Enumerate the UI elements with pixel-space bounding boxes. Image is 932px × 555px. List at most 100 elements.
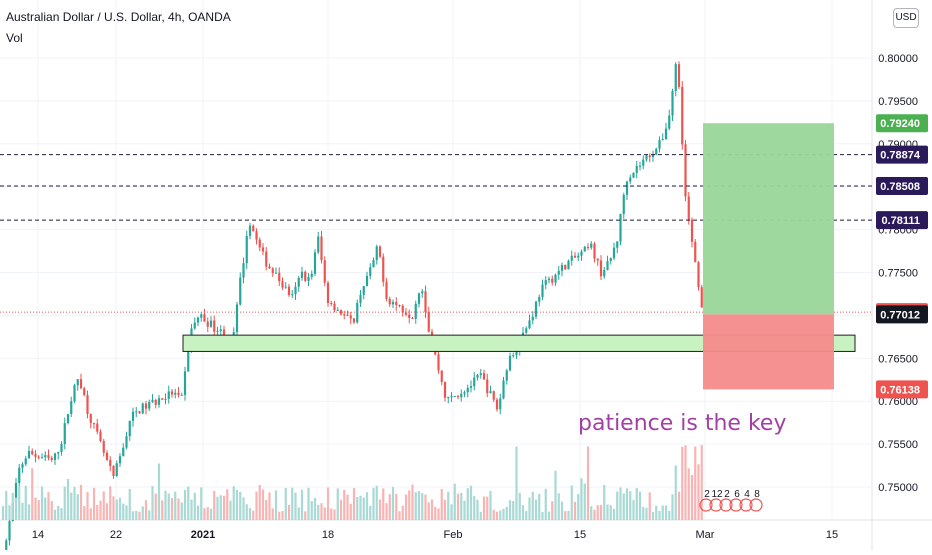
- volume-bar: [99, 500, 102, 520]
- volume-bar: [76, 494, 79, 520]
- candle-body: [456, 396, 460, 398]
- volume-bar: [590, 506, 593, 520]
- volume-bar: [557, 493, 560, 520]
- candle-body: [219, 329, 222, 332]
- event-marker-icon: [729, 498, 743, 512]
- candle-body: [648, 155, 651, 158]
- candle-body: [105, 452, 109, 460]
- candle-body: [307, 276, 310, 281]
- volume-bar: [502, 508, 505, 520]
- candle-body: [534, 301, 538, 317]
- volume-bar: [482, 496, 486, 520]
- candle-body: [18, 467, 21, 483]
- candle-body: [463, 392, 466, 394]
- candle-body: [668, 115, 671, 129]
- candle-body: [583, 246, 586, 252]
- event-marker-label: 2: [704, 489, 710, 500]
- volume-bar: [560, 501, 564, 520]
- volume-bar: [586, 446, 590, 520]
- candle-body: [278, 272, 281, 282]
- volume-bar: [112, 496, 115, 520]
- candle-body: [66, 414, 70, 424]
- volume-bar: [645, 508, 648, 520]
- volume-bar: [489, 490, 492, 520]
- volume-bar: [622, 493, 625, 520]
- entry-price-label-bg: [876, 305, 928, 324]
- candle-body: [687, 196, 690, 220]
- volume-bar: [369, 505, 372, 520]
- event-marker-label: 12: [711, 489, 723, 500]
- candle-body: [635, 165, 638, 173]
- candle-body: [265, 251, 268, 267]
- candle-body: [391, 302, 395, 305]
- candle-body: [417, 293, 421, 304]
- volume-bar: [307, 487, 310, 520]
- candle-body: [580, 251, 583, 256]
- volume-bar: [486, 496, 489, 520]
- candle-body: [479, 373, 482, 375]
- volume-bar: [638, 491, 642, 520]
- x-tick-label: 18: [322, 529, 334, 541]
- candle-body: [135, 411, 138, 413]
- candle-body: [551, 278, 554, 283]
- volume-bar: [63, 486, 66, 520]
- candle-body: [382, 256, 385, 282]
- position-stop-zone: [703, 314, 834, 390]
- candle-body: [505, 370, 508, 381]
- volume-bar: [47, 492, 50, 520]
- currency-button[interactable]: USD: [893, 8, 919, 28]
- candle-body: [268, 266, 271, 269]
- annotation-text: patience is the key: [578, 411, 786, 436]
- volume-bar: [450, 504, 453, 520]
- volume-bar: [313, 498, 317, 520]
- volume-bar: [248, 508, 252, 520]
- volume-bar: [697, 464, 700, 520]
- volume-bar: [333, 509, 336, 520]
- volume-bar: [187, 486, 190, 520]
- candle-body: [271, 268, 274, 274]
- volume-bar: [50, 501, 53, 520]
- candle-body: [697, 262, 700, 288]
- candle-body: [180, 394, 183, 396]
- candle-body: [115, 463, 118, 476]
- volume-bar: [330, 508, 333, 520]
- volume-bar: [521, 505, 525, 520]
- candle-body: [349, 315, 352, 319]
- candle-body: [645, 155, 648, 160]
- volume-bar: [411, 484, 414, 520]
- volume-bar: [681, 446, 684, 520]
- volume-bar: [148, 510, 151, 520]
- volume-bar: [89, 508, 92, 520]
- candle-body: [541, 284, 544, 297]
- volume-bar: [648, 492, 651, 520]
- volume-bar: [365, 492, 369, 520]
- candle-body: [365, 275, 369, 287]
- candle-body: [440, 370, 443, 382]
- candle-body: [362, 286, 365, 295]
- volume-bar: [352, 488, 356, 520]
- volume-bar: [229, 500, 232, 520]
- volume-bar: [268, 492, 271, 520]
- candle-body: [53, 453, 57, 460]
- volume-bar: [417, 491, 421, 520]
- volume-bar: [109, 486, 112, 520]
- volume-bar: [21, 502, 24, 520]
- candle-body: [99, 431, 102, 441]
- volume-bar: [219, 495, 222, 520]
- volume-bar: [8, 505, 11, 520]
- volume-bar: [57, 505, 60, 520]
- volume-bar: [547, 511, 551, 520]
- candle-body: [177, 392, 180, 395]
- volume-bar: [642, 507, 645, 520]
- target-price-label-bg: [876, 114, 928, 133]
- volume-bar: [281, 511, 284, 520]
- candle-body: [508, 355, 512, 371]
- volume-bar: [213, 490, 216, 520]
- level-price-label: 0.78111: [881, 215, 920, 227]
- candle-body: [89, 414, 92, 423]
- candle-body: [294, 286, 297, 295]
- volume-bar: [495, 511, 499, 520]
- volume-bar: [24, 485, 27, 520]
